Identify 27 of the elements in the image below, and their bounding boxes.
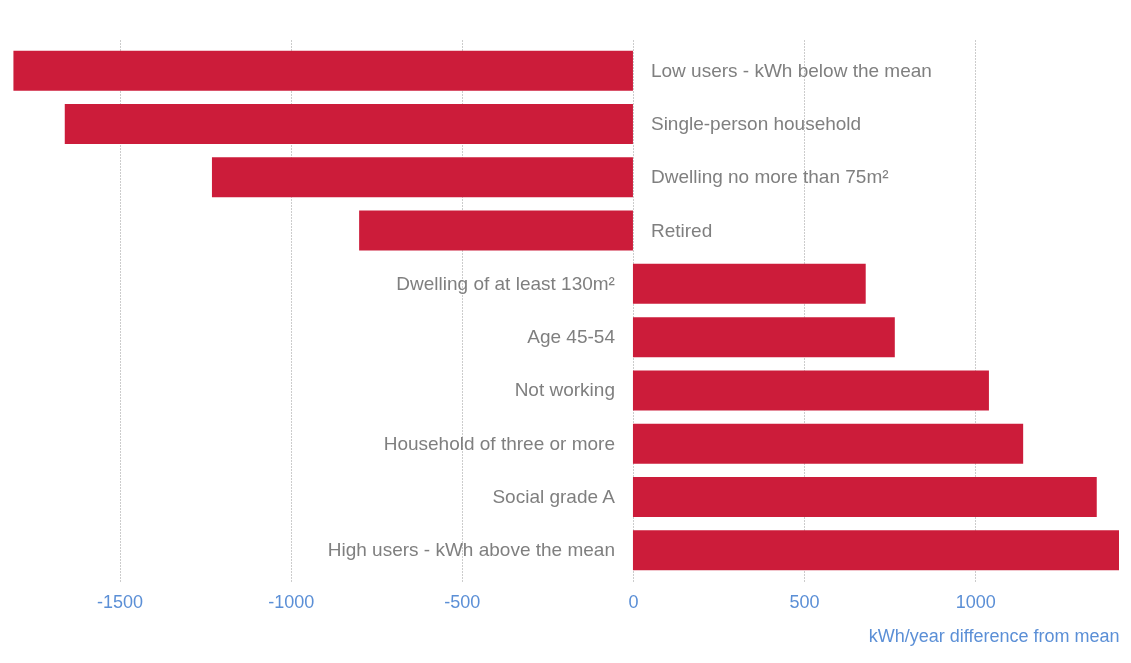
y-tick-label: Social grade A <box>492 486 616 508</box>
y-tick-label: Age 45-54 <box>527 326 616 348</box>
x-tick-label: -1000 <box>268 591 315 612</box>
bar <box>64 103 633 144</box>
x-tick-label: 1000 <box>955 591 996 612</box>
y-tick-label: Low users - kWh below the mean <box>650 59 932 81</box>
bar <box>632 370 989 411</box>
y-tick-label: Single-person household <box>650 112 862 134</box>
y-tick-label: Household of three or more <box>383 432 615 454</box>
bar <box>632 530 1119 571</box>
x-tick-label: 0 <box>628 591 639 612</box>
y-tick-label: Dwelling of at least 130m² <box>396 272 615 294</box>
y-tick-label: Not working <box>514 379 615 401</box>
bar <box>632 317 895 358</box>
y-tick-label: High users - kWh above the mean <box>327 539 615 561</box>
x-axis-title: kWh/year difference from mean <box>868 625 1120 646</box>
bar <box>211 157 633 198</box>
x-tick-label: 500 <box>789 591 820 612</box>
bar <box>632 477 1097 518</box>
bar <box>13 50 633 91</box>
bar <box>359 210 633 251</box>
x-tick-label: -1500 <box>97 591 144 612</box>
bar <box>632 423 1024 464</box>
x-tick-label: -500 <box>444 591 481 612</box>
y-tick-label: Dwelling no more than 75m² <box>650 166 889 188</box>
bar <box>632 263 866 304</box>
y-tick-label: Retired <box>650 219 713 241</box>
